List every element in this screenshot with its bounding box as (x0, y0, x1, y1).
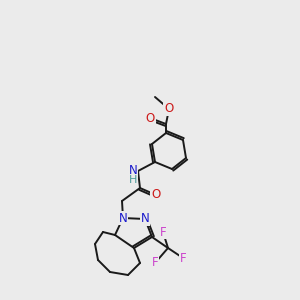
Text: H: H (129, 175, 137, 185)
Text: F: F (180, 251, 186, 265)
Text: F: F (160, 226, 166, 238)
Text: N: N (118, 212, 127, 224)
Text: O: O (164, 103, 174, 116)
Text: O: O (146, 112, 154, 124)
Text: N: N (129, 164, 137, 178)
Text: O: O (152, 188, 160, 202)
Text: F: F (152, 256, 158, 269)
Text: N: N (141, 212, 149, 226)
